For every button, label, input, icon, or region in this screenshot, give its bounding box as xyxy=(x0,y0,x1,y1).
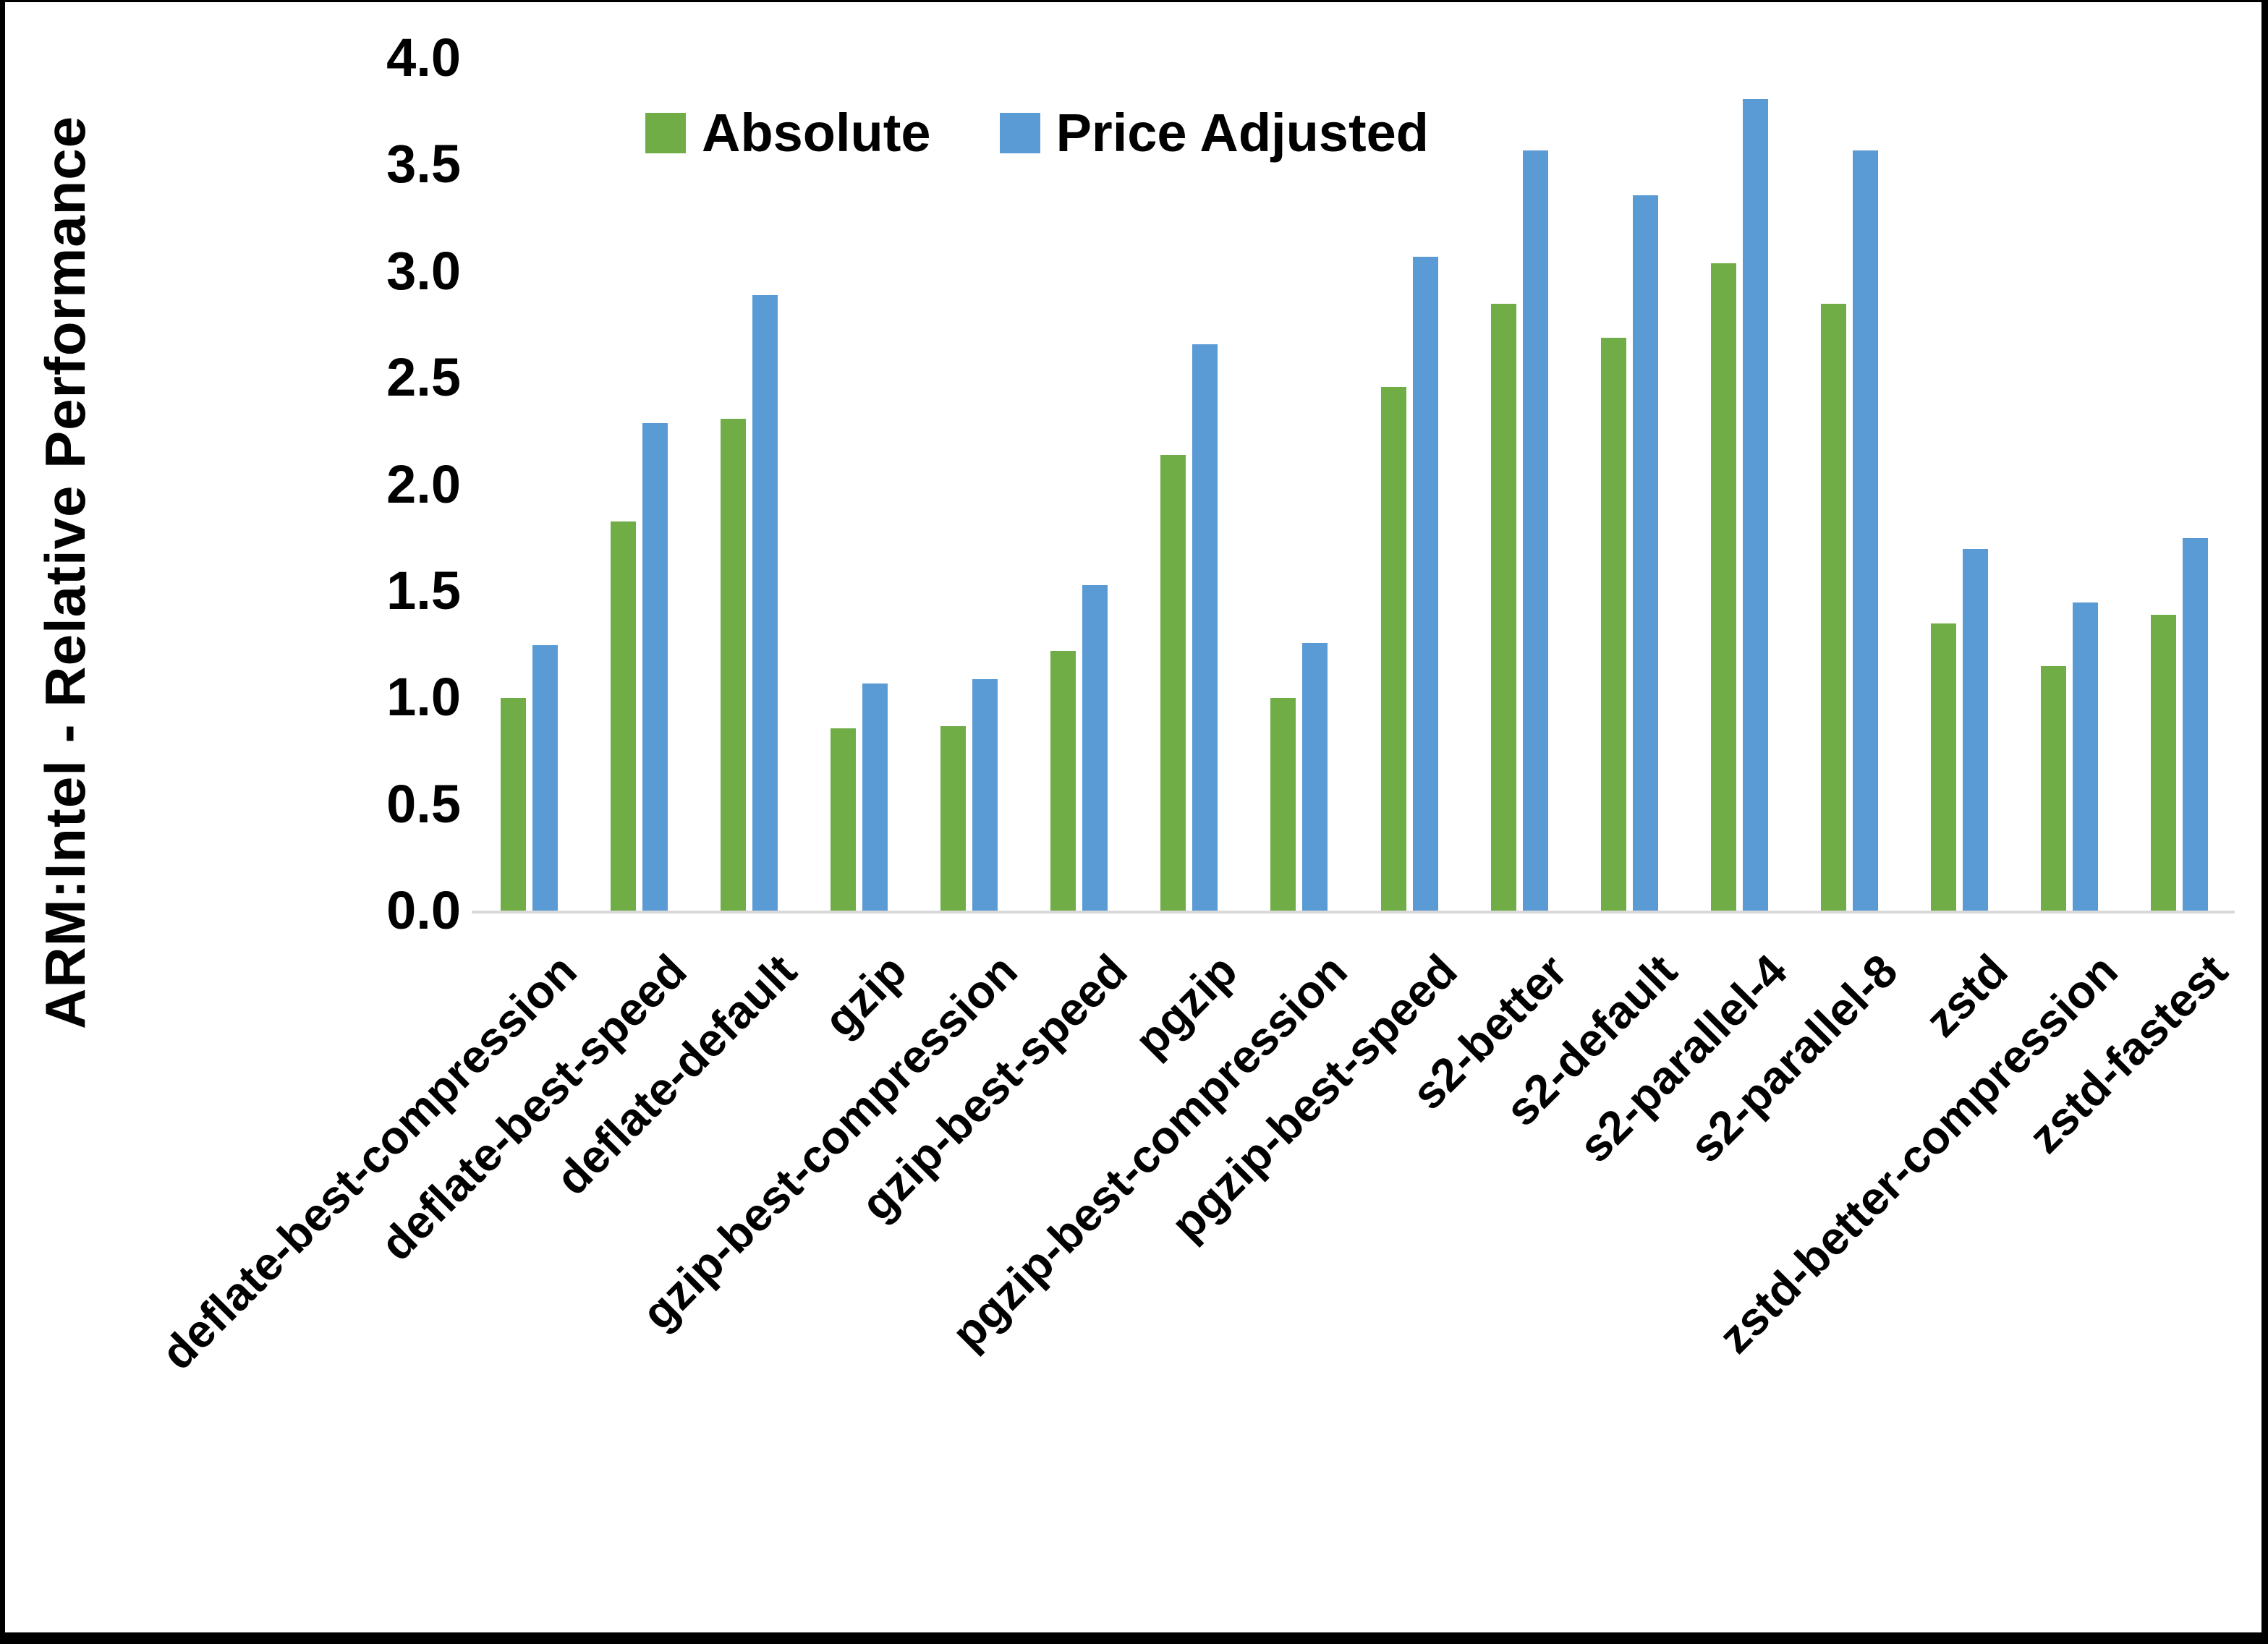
bar-group-pgzip-best-speed xyxy=(1354,58,1464,911)
price-adjusted-series-swatch xyxy=(999,112,1040,153)
legend-label-price-adjusted: Price Adjusted xyxy=(1056,103,1429,163)
bar-price-adjusted-s2-default xyxy=(1632,195,1658,911)
bar-absolute-s2-better xyxy=(1490,303,1516,911)
bar-group-pgzip xyxy=(1134,58,1244,911)
bar-absolute-pgzip-best-speed xyxy=(1380,386,1406,911)
bar-price-adjusted-gzip-best-speed xyxy=(1082,585,1108,911)
bar-absolute-pgzip-best-compression xyxy=(1270,698,1296,911)
bar-absolute-s2-parallel-8 xyxy=(1821,303,1847,911)
bar-price-adjusted-zstd xyxy=(1963,548,1989,911)
bar-price-adjusted-s2-better xyxy=(1522,150,1548,911)
x-axis-line xyxy=(472,911,2235,913)
y-tick-label: 1.5 xyxy=(386,560,461,621)
bar-absolute-zstd-better-compression xyxy=(2041,666,2067,911)
bar-absolute-gzip-best-speed xyxy=(1050,651,1076,911)
bar-absolute-gzip-best-compression xyxy=(940,725,967,911)
bar-group-zstd-fastest xyxy=(2125,58,2235,911)
y-axis-title: ARM:Intel - Relative Performance xyxy=(33,116,97,1029)
bar-group-deflate-default xyxy=(694,58,804,911)
y-tick-label: 2.5 xyxy=(386,347,461,408)
bar-price-adjusted-gzip-best-compression xyxy=(972,678,998,911)
legend-item-absolute: Absolute xyxy=(645,102,931,163)
bar-absolute-deflate-best-compression xyxy=(500,698,526,911)
legend-label-absolute: Absolute xyxy=(702,103,931,163)
bar-price-adjusted-deflate-default xyxy=(752,295,778,911)
bar-price-adjusted-s2-parallel-4 xyxy=(1742,99,1768,911)
bar-price-adjusted-zstd-fastest xyxy=(2183,538,2209,911)
bar-group-s2-parallel-4 xyxy=(1684,58,1794,911)
bar-group-gzip-best-compression xyxy=(914,58,1024,911)
bar-price-adjusted-pgzip xyxy=(1192,344,1218,911)
legend-item-price-adjusted: Price Adjusted xyxy=(999,102,1429,163)
bar-absolute-gzip xyxy=(830,728,856,911)
bar-group-pgzip-best-compression xyxy=(1244,58,1354,911)
bar-group-s2-default xyxy=(1574,58,1684,911)
bar-price-adjusted-s2-parallel-8 xyxy=(1853,150,1879,911)
bar-group-gzip xyxy=(804,58,914,911)
bar-price-adjusted-zstd-better-compression xyxy=(2073,602,2099,911)
y-tick-label: 4.0 xyxy=(386,27,461,88)
plot-area xyxy=(474,58,2235,911)
absolute-series-swatch xyxy=(645,112,686,153)
bar-absolute-deflate-best-speed xyxy=(610,521,636,911)
y-tick-label: 0.0 xyxy=(386,880,461,940)
bar-group-zstd-better-compression xyxy=(2015,58,2125,911)
bar-price-adjusted-gzip xyxy=(862,683,888,911)
bar-group-zstd xyxy=(1905,58,2015,911)
bar-group-deflate-best-speed xyxy=(584,58,694,911)
bar-absolute-zstd xyxy=(1931,623,1957,911)
y-tick-label: 3.5 xyxy=(386,134,461,195)
y-tick-label: 1.0 xyxy=(386,667,461,728)
bar-absolute-zstd-fastest xyxy=(2151,615,2177,911)
bar-price-adjusted-pgzip-best-compression xyxy=(1302,642,1328,911)
bar-price-adjusted-deflate-best-compression xyxy=(532,644,558,911)
bar-group-gzip-best-speed xyxy=(1024,58,1134,911)
y-tick-label: 2.0 xyxy=(386,453,461,514)
legend: Absolute Price Adjusted xyxy=(645,102,1429,163)
y-tick-label: 0.5 xyxy=(386,773,461,834)
bar-absolute-s2-parallel-4 xyxy=(1710,263,1736,911)
bar-group-s2-better xyxy=(1464,58,1574,911)
bar-absolute-pgzip xyxy=(1160,455,1186,911)
bar-absolute-s2-default xyxy=(1600,338,1626,911)
bar-group-deflate-best-compression xyxy=(474,58,584,911)
bar-absolute-deflate-default xyxy=(720,419,746,911)
bar-price-adjusted-deflate-best-speed xyxy=(642,423,668,911)
y-tick-label: 3.0 xyxy=(386,240,461,301)
bar-group-s2-parallel-8 xyxy=(1795,58,1905,911)
bar-price-adjusted-pgzip-best-speed xyxy=(1412,257,1438,911)
